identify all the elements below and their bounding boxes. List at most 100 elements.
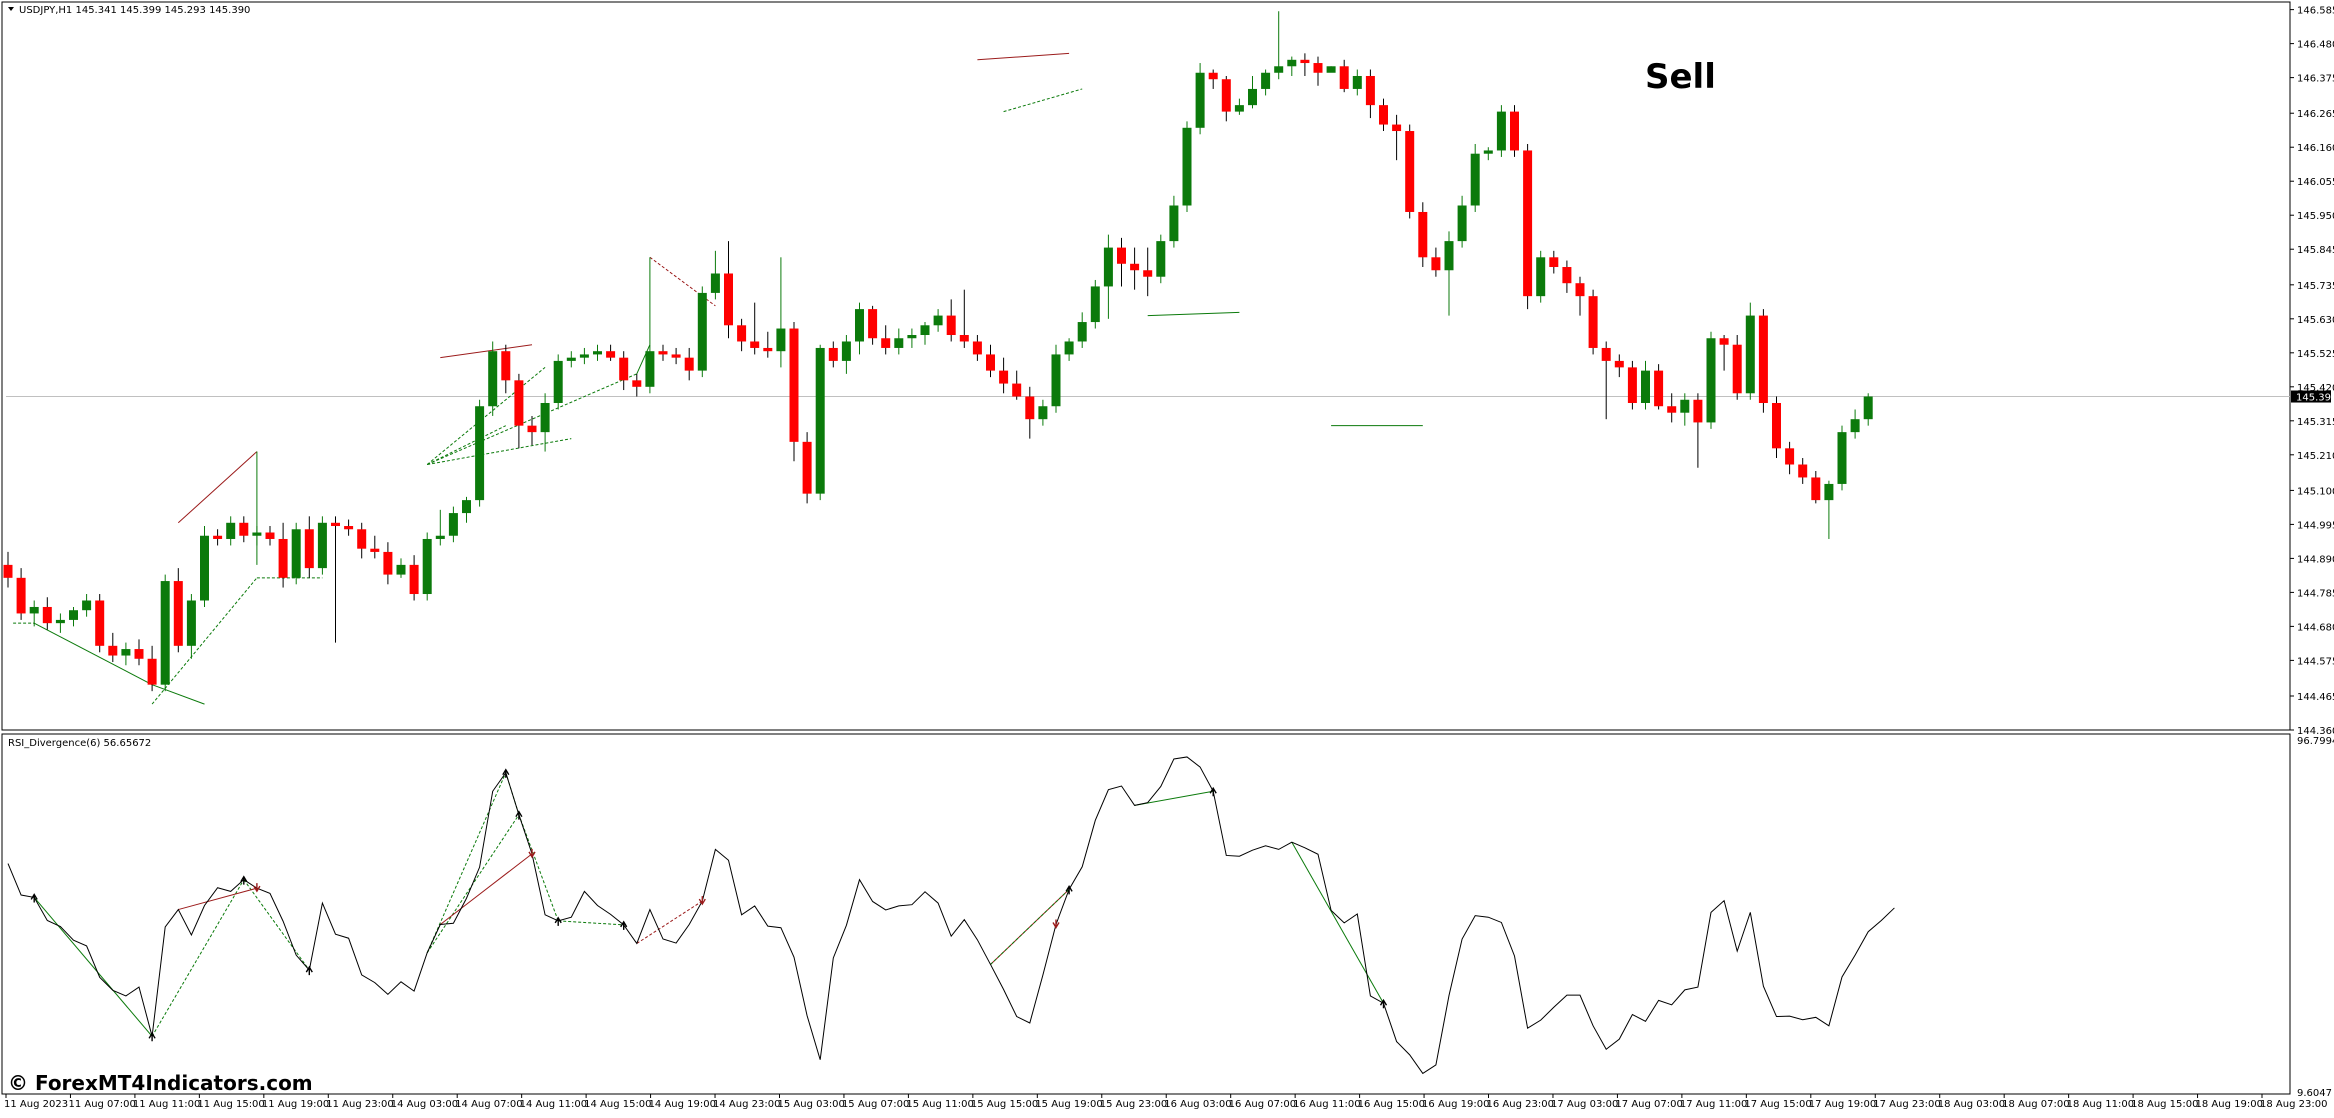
- candle: [134, 639, 144, 666]
- candle-body: [868, 309, 878, 339]
- candle: [1103, 234, 1113, 319]
- candle-body: [697, 292, 707, 371]
- candle: [435, 509, 445, 546]
- candle: [828, 341, 838, 368]
- bearish-arrow-icon: [1052, 919, 1060, 929]
- bearish-arrow-icon: [253, 883, 261, 893]
- candle-body: [527, 425, 537, 433]
- candle-body: [1693, 399, 1703, 423]
- candle: [1798, 458, 1808, 484]
- bullish-divergence-line: [151, 684, 205, 705]
- candle: [841, 335, 851, 374]
- candle: [1785, 441, 1795, 475]
- candle: [553, 354, 563, 410]
- candle: [776, 257, 786, 368]
- candle-body: [619, 357, 629, 381]
- candle: [173, 568, 183, 653]
- candle-body: [658, 351, 668, 355]
- price-tick-label: 146.480: [2297, 40, 2334, 51]
- candle: [1313, 56, 1323, 86]
- candle: [1693, 393, 1703, 468]
- candle-body: [986, 354, 995, 371]
- candle: [396, 558, 406, 578]
- time-tick-label: 17 Aug 15:00: [1744, 1099, 1811, 1110]
- candle-body: [671, 354, 681, 358]
- candle-body: [1379, 105, 1388, 125]
- candle-body: [579, 354, 589, 358]
- time-tick-label: 11 Aug 07:00: [68, 1099, 135, 1110]
- candle: [920, 322, 930, 345]
- candle: [789, 322, 799, 462]
- candle-body: [3, 564, 13, 578]
- candle: [1614, 354, 1624, 378]
- candle: [1379, 98, 1388, 132]
- bullish-arrow-icon: [305, 965, 313, 976]
- candle-body: [383, 551, 393, 575]
- time-tick-label: 17 Aug 19:00: [1809, 1099, 1876, 1110]
- bearish-divergence-line: [440, 344, 533, 359]
- candle: [1863, 393, 1873, 426]
- bullish-arrow-icon: [240, 875, 248, 885]
- candle: [226, 516, 236, 546]
- candle: [121, 642, 131, 666]
- candle-body: [632, 380, 642, 387]
- price-axis: 146.585 146.480 146.375 146.265 146.160 146.0…: [2290, 6, 2334, 737]
- candle-body: [1313, 63, 1323, 73]
- time-tick-label: 15 Aug 15:00: [971, 1099, 1038, 1110]
- menu-triangle-icon[interactable]: [8, 7, 14, 11]
- candle-body: [1536, 257, 1546, 297]
- candle-body: [200, 535, 209, 601]
- time-tick-label: 17 Aug 23:00: [1873, 1099, 1940, 1110]
- candle: [1234, 98, 1244, 115]
- candle: [1667, 393, 1677, 423]
- candle-body: [147, 658, 157, 685]
- candle: [527, 415, 537, 446]
- candle-body: [593, 351, 602, 355]
- candle: [1077, 312, 1087, 348]
- candle-body: [95, 600, 105, 646]
- rsi-tick-label: 96.7994: [2297, 736, 2334, 747]
- candle: [1549, 250, 1559, 274]
- candle-body: [553, 360, 563, 403]
- candle: [82, 594, 92, 617]
- candle-body: [1352, 75, 1362, 89]
- candle-body: [186, 600, 196, 646]
- candle-body: [1588, 296, 1598, 348]
- candle-body: [645, 351, 655, 387]
- bullish-arrow-icon: [502, 768, 510, 778]
- candle-body: [710, 273, 720, 293]
- candle-body: [815, 347, 825, 494]
- candle-body: [1706, 338, 1716, 423]
- candle-body: [1824, 483, 1834, 501]
- candle-body: [724, 273, 733, 326]
- candle: [108, 632, 118, 663]
- rsi-pane[interactable]: [7, 756, 1895, 1075]
- time-tick-label: 17 Aug 07:00: [1615, 1099, 1682, 1110]
- candle-body: [108, 645, 118, 656]
- candle-body: [370, 548, 380, 552]
- bullish-divergence-line: [1147, 311, 1240, 317]
- candle: [1261, 69, 1271, 96]
- price-pane[interactable]: [3, 11, 2291, 705]
- candle: [579, 347, 589, 365]
- candle-body: [121, 649, 131, 656]
- candle-body: [29, 606, 39, 614]
- candle: [1287, 56, 1297, 76]
- candle-body: [999, 370, 1009, 384]
- candle-body: [750, 341, 760, 348]
- candle-body: [1510, 111, 1519, 151]
- time-tick-label: 15 Aug 03:00: [777, 1099, 844, 1110]
- candle: [422, 532, 432, 601]
- price-tick-label: 144.890: [2297, 554, 2334, 565]
- candle-body: [291, 529, 301, 578]
- candle-body: [946, 315, 956, 336]
- candle-body: [1339, 66, 1349, 89]
- candle: [1300, 53, 1310, 76]
- candle: [186, 594, 196, 659]
- time-tick-label: 16 Aug 19:00: [1422, 1099, 1489, 1110]
- candle: [1405, 124, 1415, 219]
- candle-body: [1405, 131, 1415, 212]
- bullish-arrow-icon: [1379, 998, 1388, 1009]
